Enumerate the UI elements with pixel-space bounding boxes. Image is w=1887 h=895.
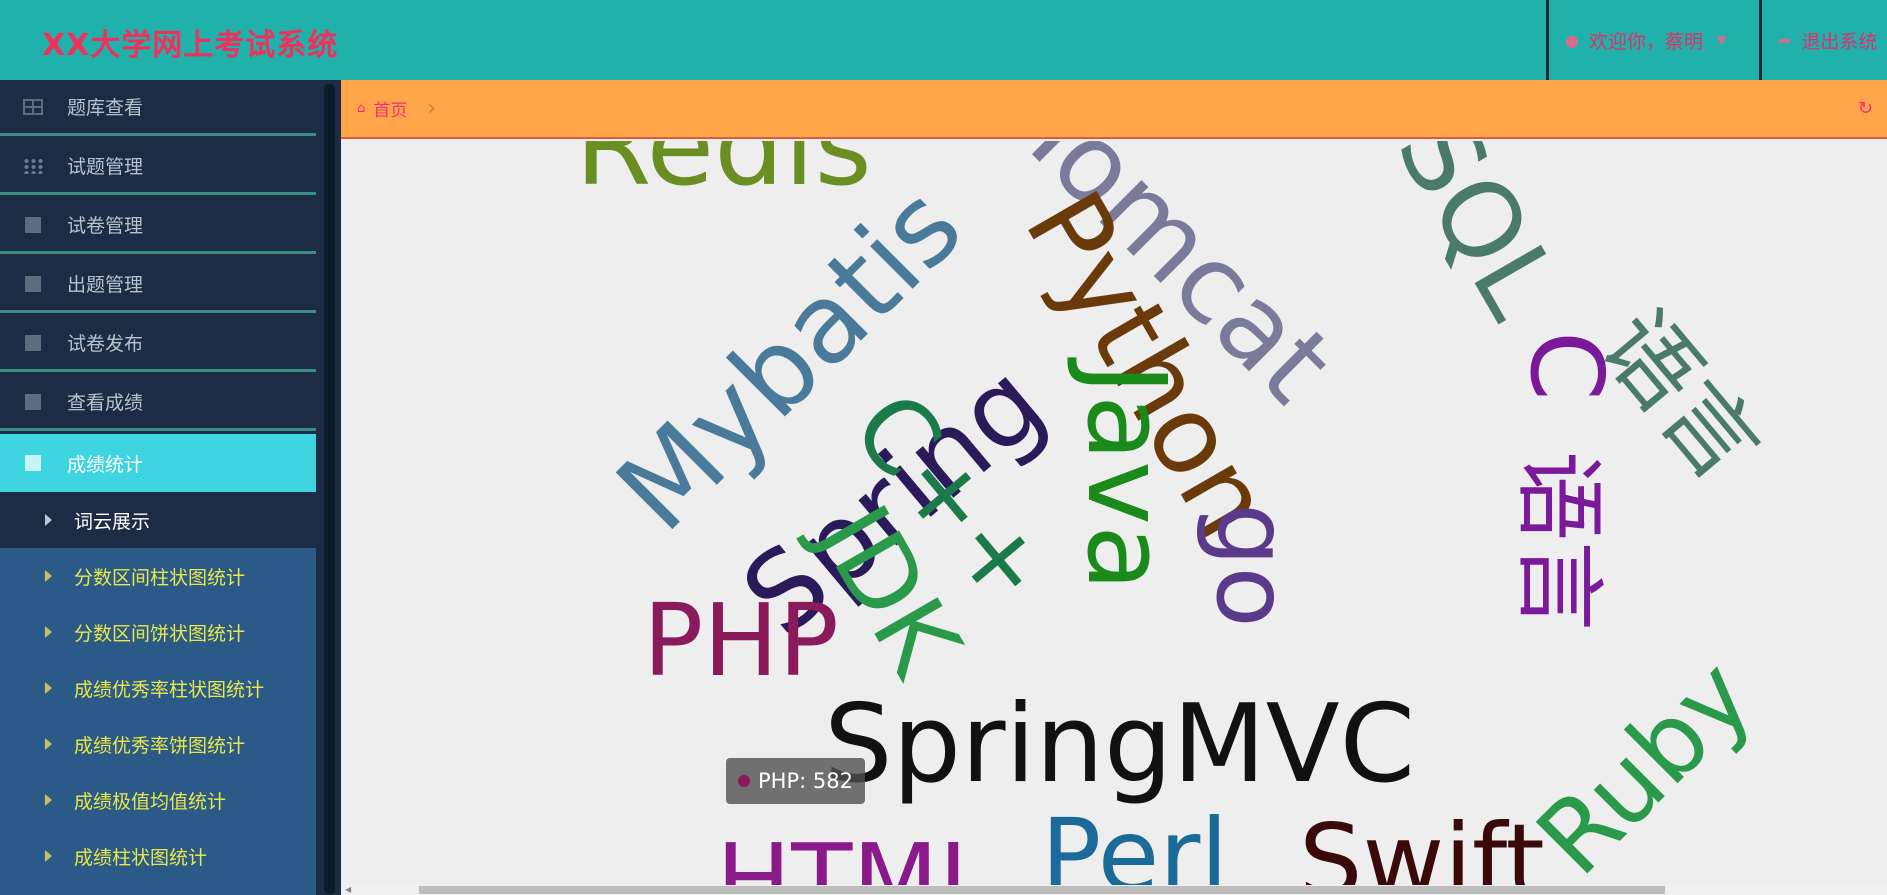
wordcloud-word[interactable]: go <box>1194 503 1311 628</box>
sidebar-item-label: 成绩统计 <box>67 453 144 476</box>
sidebar-item-compose[interactable]: 出题管理 <box>0 257 316 313</box>
user-menu-button[interactable]: ● 欢迎你，蔡明 ▼ <box>1546 0 1762 80</box>
wordcloud-word[interactable]: SpringMVC <box>824 682 1415 807</box>
square-icon <box>25 216 41 233</box>
submenu-item-label: 分数区间饼状图统计 <box>74 622 246 645</box>
submenu-item-label: 成绩优秀率饼图统计 <box>74 734 246 757</box>
breadcrumb-home-link[interactable]: ⌂ 首页 <box>357 96 407 121</box>
square-icon <box>25 393 41 410</box>
wordcloud-word[interactable]: Swift <box>1299 802 1545 886</box>
sidebar-item-label: 题库查看 <box>67 97 144 119</box>
grid-icon <box>23 98 43 115</box>
square-icon <box>25 334 41 351</box>
sidebar-item-question-bank[interactable]: 题库查看 <box>0 80 316 136</box>
submenu-list: 分数区间柱状图统计 分数区间饼状图统计 成绩优秀率柱状图统计 成绩优秀率饼图统计… <box>0 548 316 895</box>
square-icon <box>25 455 41 471</box>
logout-button[interactable]: ➦ 退出系统 <box>1759 0 1887 80</box>
caret-right-icon <box>45 570 52 582</box>
caret-right-icon <box>45 682 52 694</box>
caret-right-icon <box>45 850 52 862</box>
wordcloud-word[interactable]: HTML <box>716 822 995 886</box>
submenu-item[interactable]: 分数区间饼状图统计 <box>0 604 316 660</box>
home-icon: ⌂ <box>357 101 366 116</box>
sidebar-item-label: 试卷管理 <box>67 215 144 237</box>
sidebar-item-question-manage[interactable]: 试题管理 <box>0 139 316 195</box>
wordcloud-canvas: Redis Mybatis Tomcat SQL Spring Python C… <box>341 141 1887 885</box>
breadcrumb-home-label: 首页 <box>373 101 408 121</box>
breadcrumb: ⌂ 首页 › ↻ <box>341 80 1887 139</box>
submenu-item-label: 分数区间柱状图统计 <box>74 566 246 589</box>
sidebar-item-scores[interactable]: 查看成绩 <box>0 375 316 431</box>
wordcloud-word[interactable]: Java <box>1063 363 1188 592</box>
top-bar: XX大学网上考试系统 ● 欢迎你，蔡明 ▼ ➦ 退出系统 <box>0 0 1887 80</box>
user-icon: ● <box>1565 30 1579 50</box>
wordcloud-tooltip: PHP: 582 <box>726 758 865 804</box>
submenu-item-label: 成绩极值均值统计 <box>74 790 227 813</box>
sidebar-item-label: 试题管理 <box>67 156 144 178</box>
caret-down-icon: ▼ <box>1716 33 1727 47</box>
sidebar-item-label: 查看成绩 <box>67 392 144 414</box>
refresh-icon[interactable]: ↻ <box>1857 98 1873 119</box>
wordcloud-word[interactable]: Redis <box>575 141 872 210</box>
wordcloud-word[interactable]: Ruby <box>1514 637 1775 885</box>
submenu-item-label: 成绩优秀率柱状图统计 <box>74 678 265 701</box>
th-icon <box>23 157 43 174</box>
tooltip-text: PHP: 582 <box>758 769 853 793</box>
scroll-left-icon[interactable]: ◀ <box>345 885 352 894</box>
submenu-item[interactable]: 成绩优秀率饼图统计 <box>0 716 316 772</box>
sidebar-item-paper-manage[interactable]: 试卷管理 <box>0 198 316 254</box>
horizontal-scrollbar[interactable]: ◀ <box>341 885 1887 895</box>
user-label: 欢迎你，蔡明 <box>1588 30 1703 53</box>
share-icon: ➦ <box>1778 30 1792 50</box>
wordcloud-word[interactable]: SQL <box>1373 141 1583 338</box>
submenu-item[interactable]: 分数区间柱状图统计 <box>0 548 316 604</box>
caret-right-icon <box>45 738 52 750</box>
horizontal-scrollbar-thumb[interactable] <box>419 886 1665 894</box>
submenu-item[interactable]: 成绩优秀率柱状图统计 <box>0 660 316 716</box>
wordcloud-word[interactable]: 语言 <box>1506 451 1611 631</box>
wordcloud-word[interactable]: Perl <box>1041 797 1229 886</box>
submenu-item-label: 成绩柱状图统计 <box>74 846 208 869</box>
series-dot-icon <box>738 775 750 787</box>
caret-right-icon <box>45 514 52 526</box>
submenu-item-label: 词云展示 <box>74 510 151 533</box>
sidebar-scrollbar-thumb[interactable] <box>324 84 335 894</box>
sidebar-item-publish[interactable]: 试卷发布 <box>0 316 316 372</box>
logout-label: 退出系统 <box>1801 30 1878 53</box>
submenu-item-wordcloud[interactable]: 词云展示 <box>0 492 316 548</box>
chevron-right-icon: › <box>427 96 437 121</box>
sidebar-item-label: 试卷发布 <box>67 333 144 355</box>
square-icon <box>25 275 41 292</box>
submenu-item[interactable]: 成绩极值均值统计 <box>0 772 316 828</box>
submenu-item[interactable]: 成绩柱状图统计 <box>0 828 316 884</box>
app-title: XX大学网上考试系统 <box>42 28 339 63</box>
caret-right-icon <box>45 626 52 638</box>
wordcloud-word[interactable]: 语言 <box>1580 290 1781 501</box>
sidebar-item-label: 出题管理 <box>67 274 144 296</box>
sidebar-item-statistics[interactable]: 成绩统计 <box>0 434 316 492</box>
wordcloud-word[interactable]: PHP <box>643 582 839 699</box>
caret-right-icon <box>45 794 52 806</box>
